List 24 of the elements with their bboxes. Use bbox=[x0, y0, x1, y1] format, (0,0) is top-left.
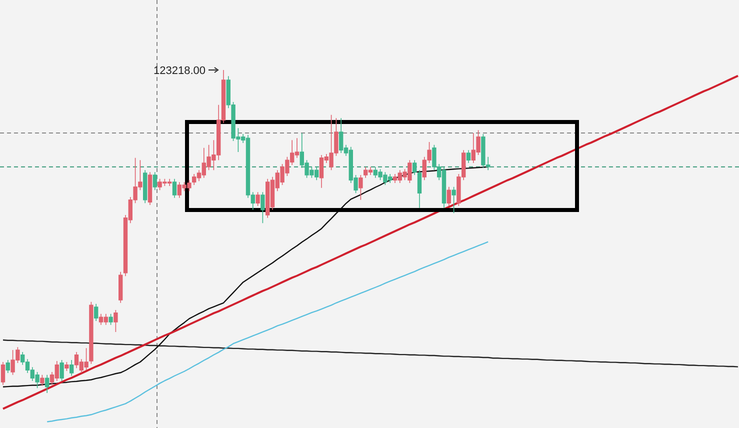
candlestick bbox=[64, 362, 69, 372]
candlestick bbox=[143, 170, 148, 204]
candlestick bbox=[118, 271, 123, 304]
candlestick bbox=[148, 172, 152, 206]
annotation: 123218.00 bbox=[154, 65, 206, 77]
candlestick bbox=[89, 302, 94, 364]
candlestick bbox=[466, 150, 471, 164]
candlestick bbox=[108, 313, 113, 326]
candlestick bbox=[114, 310, 118, 332]
candlestick bbox=[94, 303, 98, 322]
candlestick bbox=[0, 362, 6, 386]
candlestick bbox=[45, 374, 50, 394]
candlestick bbox=[358, 174, 363, 200]
candlestick bbox=[60, 360, 64, 382]
candlestick bbox=[417, 170, 422, 208]
candlestick bbox=[260, 192, 265, 224]
candlestick bbox=[256, 192, 260, 206]
candlestick bbox=[172, 178, 177, 198]
candlestick bbox=[446, 186, 451, 206]
candlestick bbox=[412, 160, 417, 176]
candlestick bbox=[6, 360, 10, 374]
candlestick bbox=[152, 172, 157, 191]
candlestick bbox=[70, 360, 74, 376]
candlestick bbox=[40, 374, 44, 386]
